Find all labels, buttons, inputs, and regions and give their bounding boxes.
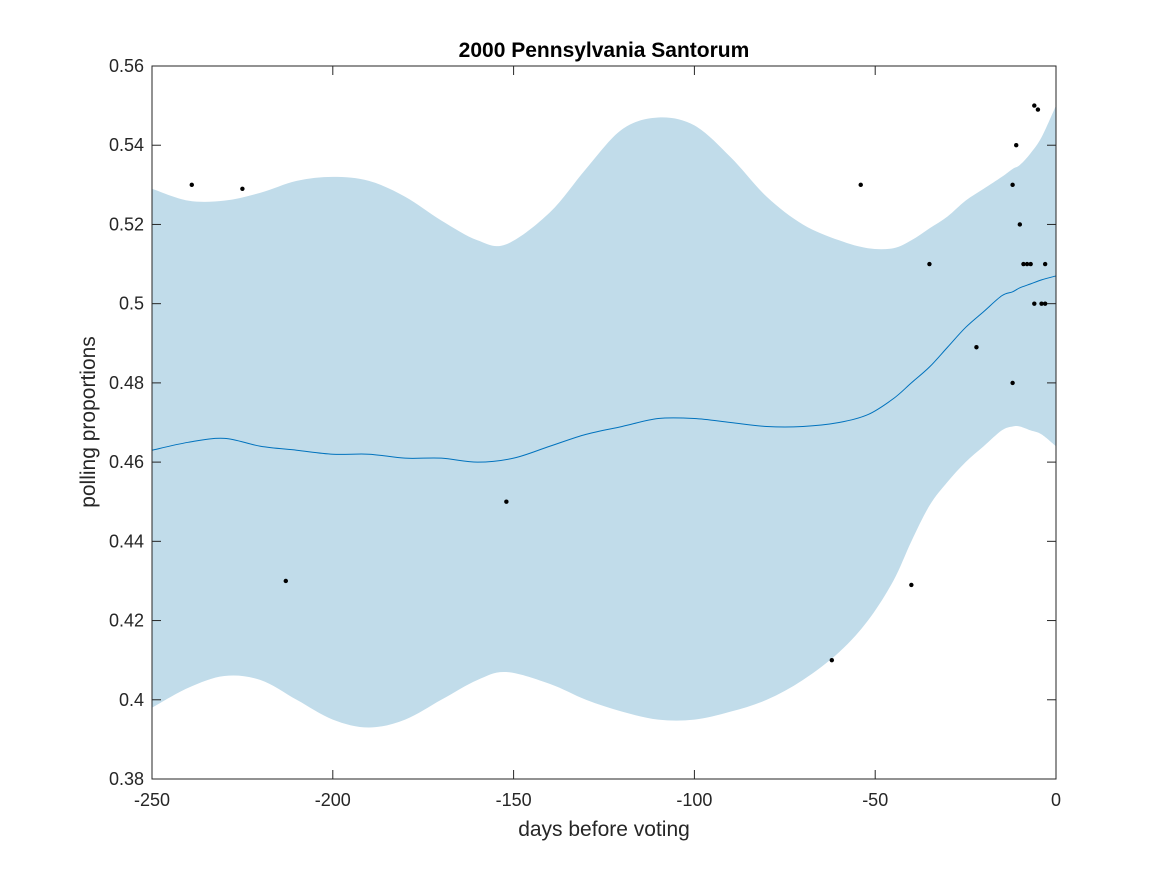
axes-box xyxy=(151,65,1057,780)
data-point xyxy=(1028,261,1033,267)
y-tick-label: 0.48 xyxy=(109,373,144,393)
data-point xyxy=(1010,182,1015,188)
y-tick-label: 0.46 xyxy=(109,452,144,472)
x-tick-label: -150 xyxy=(496,790,532,810)
data-point xyxy=(1039,301,1044,306)
data-point xyxy=(283,578,288,584)
y-axis-label: polling proportions xyxy=(77,336,100,508)
data-point xyxy=(1017,222,1023,227)
data-point xyxy=(909,582,914,588)
x-tick-label: -250 xyxy=(134,790,170,810)
data-point xyxy=(1024,261,1030,267)
y-tick-label: 0.42 xyxy=(109,611,144,631)
y-tick-label: 0.56 xyxy=(109,56,144,76)
data-point xyxy=(829,657,835,663)
y-tick-label: 0.54 xyxy=(109,135,144,155)
x-tick-label: -200 xyxy=(315,790,351,810)
data-points xyxy=(189,103,1048,663)
data-point xyxy=(1010,380,1015,386)
data-point xyxy=(974,345,979,350)
data-point xyxy=(927,261,932,267)
data-point xyxy=(1042,301,1048,306)
data-point xyxy=(1014,143,1019,148)
data-point xyxy=(1032,103,1037,108)
x-tick-label: 0 xyxy=(1051,790,1061,810)
data-point xyxy=(1021,261,1026,267)
y-axis-ticks: 0.38 0.4 0.42 0.44 0.46 0.48 0.5 0.52 0.54 0.56 xyxy=(109,56,1056,789)
data-point xyxy=(240,186,245,191)
x-tick-label: -50 xyxy=(862,790,888,810)
data-point xyxy=(504,499,509,504)
y-tick-label: 0.44 xyxy=(109,531,144,551)
chart-title: 2000 Pennsylvania Santorum xyxy=(459,39,750,62)
y-tick-label: 0.52 xyxy=(109,214,144,234)
x-axis-label: days before voting xyxy=(518,818,690,841)
y-tick-label: 0.4 xyxy=(119,690,144,710)
y-tick-label: 0.5 xyxy=(119,294,144,314)
data-point xyxy=(858,182,863,188)
x-tick-label: -100 xyxy=(676,790,712,810)
x-axis-ticks: -250 -200 -150 -100 -50 0 xyxy=(134,66,1061,810)
data-point xyxy=(189,182,194,188)
y-tick-label: 0.38 xyxy=(109,769,144,789)
data-point xyxy=(1032,301,1037,306)
data-point xyxy=(1035,107,1041,112)
mean-line xyxy=(151,275,1057,463)
data-point xyxy=(1042,261,1048,267)
confidence-band xyxy=(152,105,1056,728)
